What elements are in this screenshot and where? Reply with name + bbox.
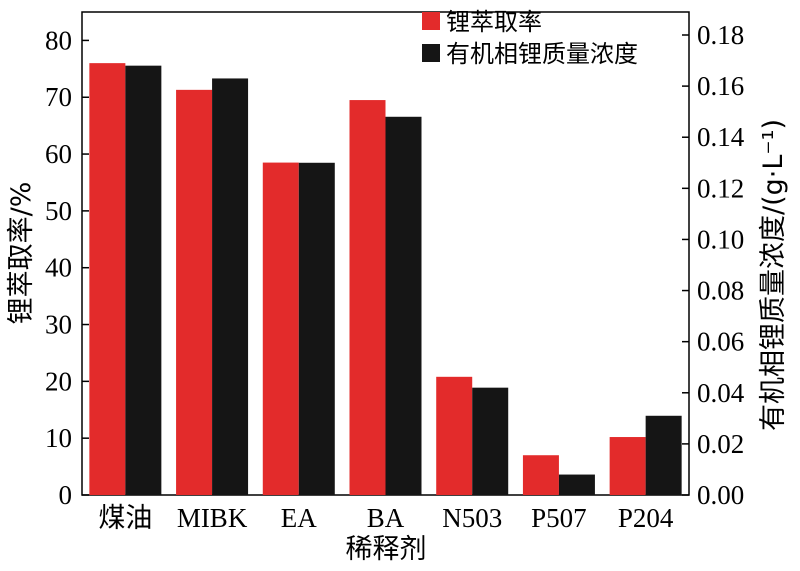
left-tick-label: 40 bbox=[45, 253, 72, 283]
bar-extraction-rate bbox=[349, 100, 386, 495]
bar-organic-concentration bbox=[125, 65, 162, 496]
right-tick-label: 0.12 bbox=[697, 173, 744, 203]
right-tick-label: 0.00 bbox=[697, 480, 744, 510]
right-tick-label: 0.06 bbox=[697, 327, 744, 357]
left-tick-label: 0 bbox=[59, 480, 73, 510]
left-tick-label: 10 bbox=[45, 423, 72, 453]
x-category-label: 煤油 bbox=[98, 503, 152, 533]
left-tick-label: 80 bbox=[45, 25, 72, 55]
right-tick-label: 0.04 bbox=[697, 378, 745, 408]
bar-extraction-rate bbox=[176, 89, 213, 495]
bar-organic-concentration bbox=[472, 387, 509, 495]
legend-label-organic-concentration: 有机相锂质量浓度 bbox=[446, 40, 638, 68]
left-tick-label: 70 bbox=[45, 82, 72, 112]
bar-extraction-rate bbox=[262, 162, 299, 496]
legend-swatch-organic-concentration bbox=[422, 44, 440, 62]
bar-organic-concentration bbox=[212, 78, 249, 495]
bars-group bbox=[89, 63, 682, 496]
right-tick-label: 0.16 bbox=[697, 71, 744, 101]
bar-extraction-rate bbox=[522, 455, 559, 495]
right-tick-label: 0.10 bbox=[697, 224, 744, 254]
left-tick-label: 60 bbox=[45, 139, 72, 169]
left-axis: 0 10 20 30 40 50 60 70 80 bbox=[45, 25, 89, 510]
right-tick-label: 0.14 bbox=[697, 122, 745, 152]
right-axis: 0.00 0.02 0.04 0.06 0.08 0.10 0.12 0.14 0.16 0.18 bbox=[682, 20, 745, 510]
bar-organic-concentration bbox=[385, 116, 422, 496]
right-tick-label: 0.08 bbox=[697, 276, 744, 306]
x-axis-title: 稀释剂 bbox=[346, 534, 427, 565]
x-category-label: P204 bbox=[618, 503, 674, 533]
x-category-label: MIBK bbox=[177, 503, 248, 533]
bar-extraction-rate bbox=[609, 437, 646, 495]
right-tick-label: 0.02 bbox=[697, 429, 744, 459]
bar-organic-concentration bbox=[645, 415, 682, 495]
legend-swatch-extraction-rate bbox=[422, 12, 440, 30]
bar-organic-concentration bbox=[298, 162, 335, 495]
x-category-label: BA bbox=[367, 503, 405, 533]
x-category-label: N503 bbox=[442, 503, 502, 533]
right-axis-title: 有机相锂质量浓度/(g·L⁻¹) bbox=[758, 119, 789, 431]
left-axis-title: 锂萃取率/% bbox=[6, 182, 37, 325]
left-tick-label: 30 bbox=[45, 310, 72, 340]
right-tick-label: 0.18 bbox=[697, 20, 744, 50]
bar-organic-concentration bbox=[558, 474, 595, 495]
bar-extraction-rate bbox=[89, 63, 126, 496]
x-axis: 煤油 MIBK EA BA N503 P507 P204 bbox=[98, 503, 674, 533]
x-category-label: EA bbox=[281, 503, 317, 533]
x-category-label: P507 bbox=[531, 503, 587, 533]
legend-label-extraction-rate: 锂萃取率 bbox=[446, 8, 542, 36]
left-tick-label: 50 bbox=[45, 196, 72, 226]
left-tick-label: 20 bbox=[45, 366, 72, 396]
legend: 锂萃取率 有机相锂质量浓度 bbox=[422, 8, 638, 68]
bar-extraction-rate bbox=[436, 376, 473, 495]
